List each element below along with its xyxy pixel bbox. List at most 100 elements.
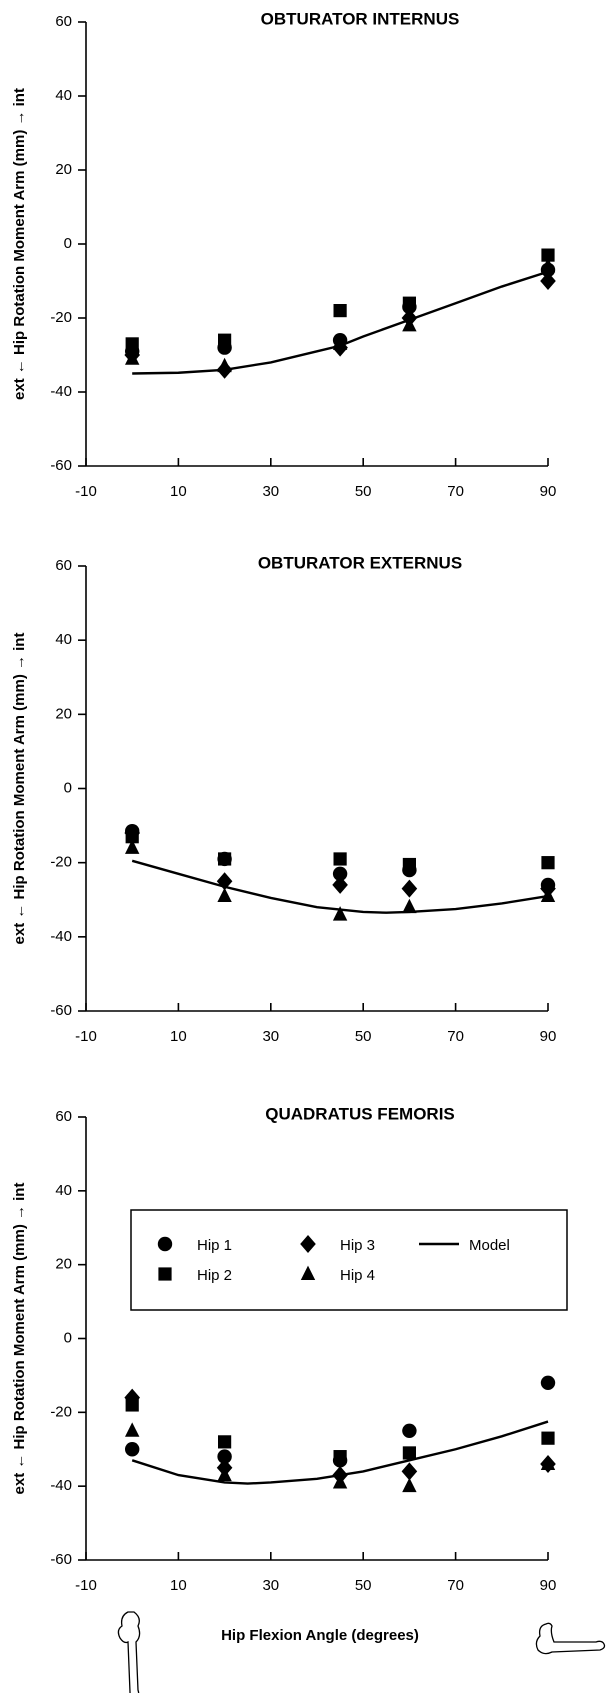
marker-square	[333, 1450, 347, 1464]
x-tick-label: 70	[447, 483, 464, 500]
marker-triangle	[402, 1477, 417, 1493]
x-tick-label: -10	[75, 1577, 97, 1594]
marker-circle	[402, 1423, 417, 1438]
marker-triangle	[217, 1466, 232, 1482]
marker-diamond	[332, 875, 348, 894]
marker-diamond	[124, 1388, 140, 1407]
marker-diamond	[124, 824, 140, 842]
marker-diamond	[540, 272, 556, 290]
y-tick-label: 20	[55, 705, 72, 722]
marker-triangle	[125, 839, 140, 854]
y-tick-label: 40	[55, 631, 72, 648]
marker-triangle	[300, 1265, 316, 1280]
y-axis-label: ext ← Hip Rotation Moment Arm (mm) → int	[11, 88, 28, 400]
x-tick-label: 30	[262, 1028, 279, 1045]
y-tick-label: -40	[50, 1477, 72, 1494]
marker-triangle	[217, 887, 232, 903]
x-tick-label: 50	[355, 483, 372, 500]
y-tick-label: -40	[50, 928, 72, 945]
legend-label: Model	[469, 1237, 510, 1254]
y-tick-label: 40	[55, 1182, 72, 1199]
marker-square	[402, 857, 416, 872]
marker-triangle	[332, 906, 348, 921]
y-tick-label: -20	[50, 1403, 72, 1420]
chart-title: OBTURATOR EXTERNUS	[258, 553, 462, 572]
x-tick-label: 50	[355, 1028, 372, 1045]
marker-diamond	[401, 879, 418, 898]
y-tick-label: -40	[50, 383, 72, 400]
marker-square	[402, 1446, 416, 1460]
marker-triangle	[540, 1455, 556, 1471]
marker-circle	[332, 866, 348, 881]
y-tick-label: 0	[64, 1329, 72, 1346]
legend-label: Hip 1	[197, 1237, 232, 1254]
marker-diamond	[401, 1462, 418, 1481]
flexed-figure-icon	[535, 1622, 606, 1655]
marker-square	[541, 248, 555, 262]
x-tick-label: -10	[75, 483, 97, 500]
marker-triangle	[332, 335, 348, 350]
marker-square	[158, 1267, 172, 1281]
marker-triangle	[540, 257, 556, 273]
y-tick-label: -60	[50, 457, 72, 474]
y-tick-label: 20	[55, 1256, 72, 1273]
marker-square	[218, 852, 232, 866]
x-tick-label: 30	[262, 483, 279, 500]
x-tick-label: 70	[447, 1028, 464, 1045]
model-line	[131, 859, 549, 914]
y-tick-label: 40	[55, 87, 72, 104]
y-tick-label: 20	[55, 161, 72, 178]
x-tick-label: 50	[355, 1577, 372, 1594]
x-tick-label: 10	[170, 1577, 187, 1594]
y-tick-label: 60	[55, 557, 72, 574]
marker-square	[541, 1431, 555, 1445]
marker-square	[218, 333, 232, 347]
marker-triangle	[402, 898, 417, 914]
x-tick-label: 30	[262, 1577, 279, 1594]
legend-label: Hip 4	[340, 1267, 375, 1284]
chart-title: OBTURATOR INTERNUS	[261, 9, 460, 28]
x-tick-label: -10	[75, 1028, 97, 1045]
x-tick-label: 90	[540, 1028, 557, 1045]
marker-triangle	[125, 1422, 140, 1437]
x-tick-label: 90	[540, 1577, 557, 1594]
y-tick-label: 0	[64, 235, 72, 252]
marker-circle	[157, 1236, 173, 1252]
model-line	[131, 1420, 549, 1485]
marker-triangle	[540, 887, 556, 903]
legend-label: Hip 3	[340, 1237, 375, 1254]
x-tick-label: 70	[447, 1577, 464, 1594]
marker-triangle	[402, 317, 417, 332]
legend-label: Hip 2	[197, 1267, 232, 1284]
y-tick-label: 60	[55, 1108, 72, 1125]
y-tick-label: -20	[50, 854, 72, 871]
y-tick-label: -60	[50, 1551, 72, 1568]
marker-circle	[217, 1449, 232, 1464]
marker-triangle	[332, 1474, 348, 1489]
marker-square	[541, 856, 555, 870]
y-axis-label: ext ← Hip Rotation Moment Arm (mm) → int	[11, 633, 28, 945]
y-axis-label: ext ← Hip Rotation Moment Arm (mm) → int	[11, 1183, 28, 1495]
marker-diamond	[216, 872, 233, 891]
x-tick-label: 10	[170, 1028, 187, 1045]
y-tick-label: 60	[55, 13, 72, 30]
marker-square	[402, 296, 416, 310]
model-line	[132, 270, 549, 375]
marker-triangle	[217, 357, 232, 373]
y-tick-label: -20	[50, 309, 72, 326]
y-tick-label: -60	[50, 1002, 72, 1019]
chart-title: QUADRATUS FEMORIS	[265, 1104, 455, 1123]
legend-box	[130, 1209, 568, 1311]
marker-square	[125, 337, 139, 351]
x-axis-label: Hip Flexion Angle (degrees)	[221, 1627, 419, 1644]
marker-square	[218, 1435, 232, 1449]
marker-square	[333, 304, 347, 318]
marker-circle	[125, 1442, 140, 1457]
marker-square	[333, 852, 347, 866]
marker-triangle	[125, 350, 140, 365]
y-tick-label: 0	[64, 779, 72, 796]
marker-diamond	[300, 1235, 316, 1253]
x-tick-label: 10	[170, 483, 187, 500]
x-tick-label: 90	[540, 483, 557, 500]
